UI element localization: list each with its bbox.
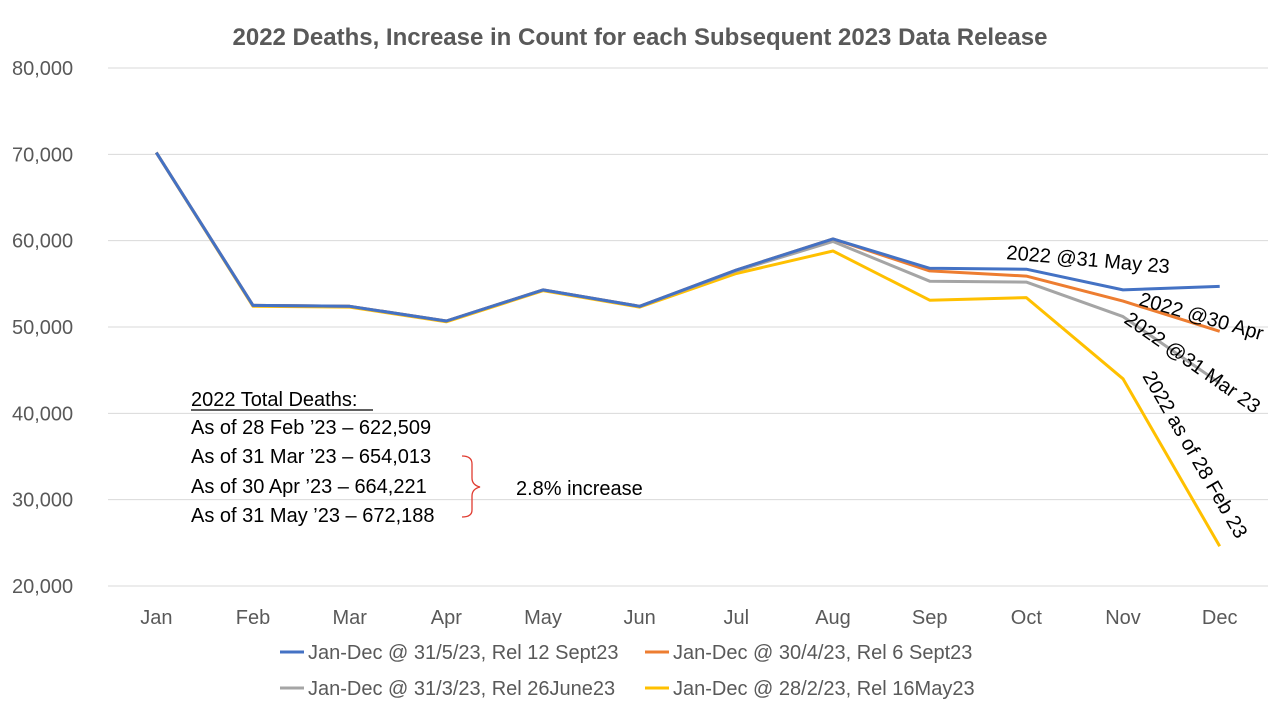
- x-tick-label: Jun: [624, 607, 656, 629]
- x-tick-label: May: [524, 607, 562, 629]
- series-line: [155, 151, 1220, 323]
- totals-heading: 2022 Total Deaths:: [191, 389, 357, 411]
- y-tick-label: 20,000: [12, 576, 73, 598]
- x-tick-label: Apr: [431, 607, 462, 629]
- y-tick-label: 30,000: [12, 490, 73, 512]
- x-axis-ticks: Jan Feb Mar Apr May Jun Jul Aug Sep Oct Nov Dec: [140, 607, 1237, 629]
- x-tick-label: Oct: [1011, 607, 1043, 629]
- x-tick-label: Sep: [912, 607, 948, 629]
- gridlines: [108, 67, 1268, 587]
- y-tick-label: 50,000: [12, 317, 73, 339]
- x-tick-label: Aug: [815, 607, 851, 629]
- y-tick-label: 40,000: [12, 403, 73, 425]
- series-line-label: 2022 @31 May 23: [1006, 242, 1171, 278]
- y-axis-ticks: 20,000 30,000 40,000 50,000 60,000 70,000 80,0…: [12, 58, 73, 598]
- y-tick-label: 70,000: [12, 144, 73, 166]
- series-lines: [155, 151, 1221, 548]
- totals-row-feb: As of 28 Feb ’23 – 622,509: [191, 417, 431, 439]
- legend-entry: Jan-Dec @ 28/2/23, Rel 16May23: [673, 678, 975, 700]
- increase-bracket: [461, 455, 481, 518]
- y-tick-label: 80,000: [12, 58, 73, 80]
- x-tick-label: Mar: [332, 607, 367, 629]
- x-tick-label: Feb: [236, 607, 270, 629]
- chart-title: 2022 Deaths, Increase in Count for each …: [233, 24, 1048, 51]
- y-tick-label: 60,000: [12, 231, 73, 253]
- totals-row-may: As of 31 May ’23 – 672,188: [191, 505, 435, 527]
- totals-annotation: 2022 Total Deaths: As of 28 Feb ’23 – 62…: [191, 389, 643, 527]
- totals-row-apr: As of 30 Apr ’23 – 664,221: [191, 476, 427, 498]
- legend: Jan-Dec @ 31/5/23, Rel 12 Sept23 Jan-Dec …: [280, 642, 975, 700]
- legend-entry: Jan-Dec @ 31/3/23, Rel 26June23: [308, 678, 615, 700]
- x-tick-label: Nov: [1105, 607, 1141, 629]
- x-tick-label: Jul: [724, 607, 750, 629]
- x-tick-label: Jan: [140, 607, 172, 629]
- totals-row-mar: As of 31 Mar ’23 – 654,013: [191, 446, 431, 468]
- legend-entry: Jan-Dec @ 31/5/23, Rel 12 Sept23: [308, 642, 619, 664]
- increase-label: 2.8% increase: [516, 478, 643, 500]
- legend-entry: Jan-Dec @ 30/4/23, Rel 6 Sept23: [673, 642, 972, 664]
- x-tick-label: Dec: [1202, 607, 1238, 629]
